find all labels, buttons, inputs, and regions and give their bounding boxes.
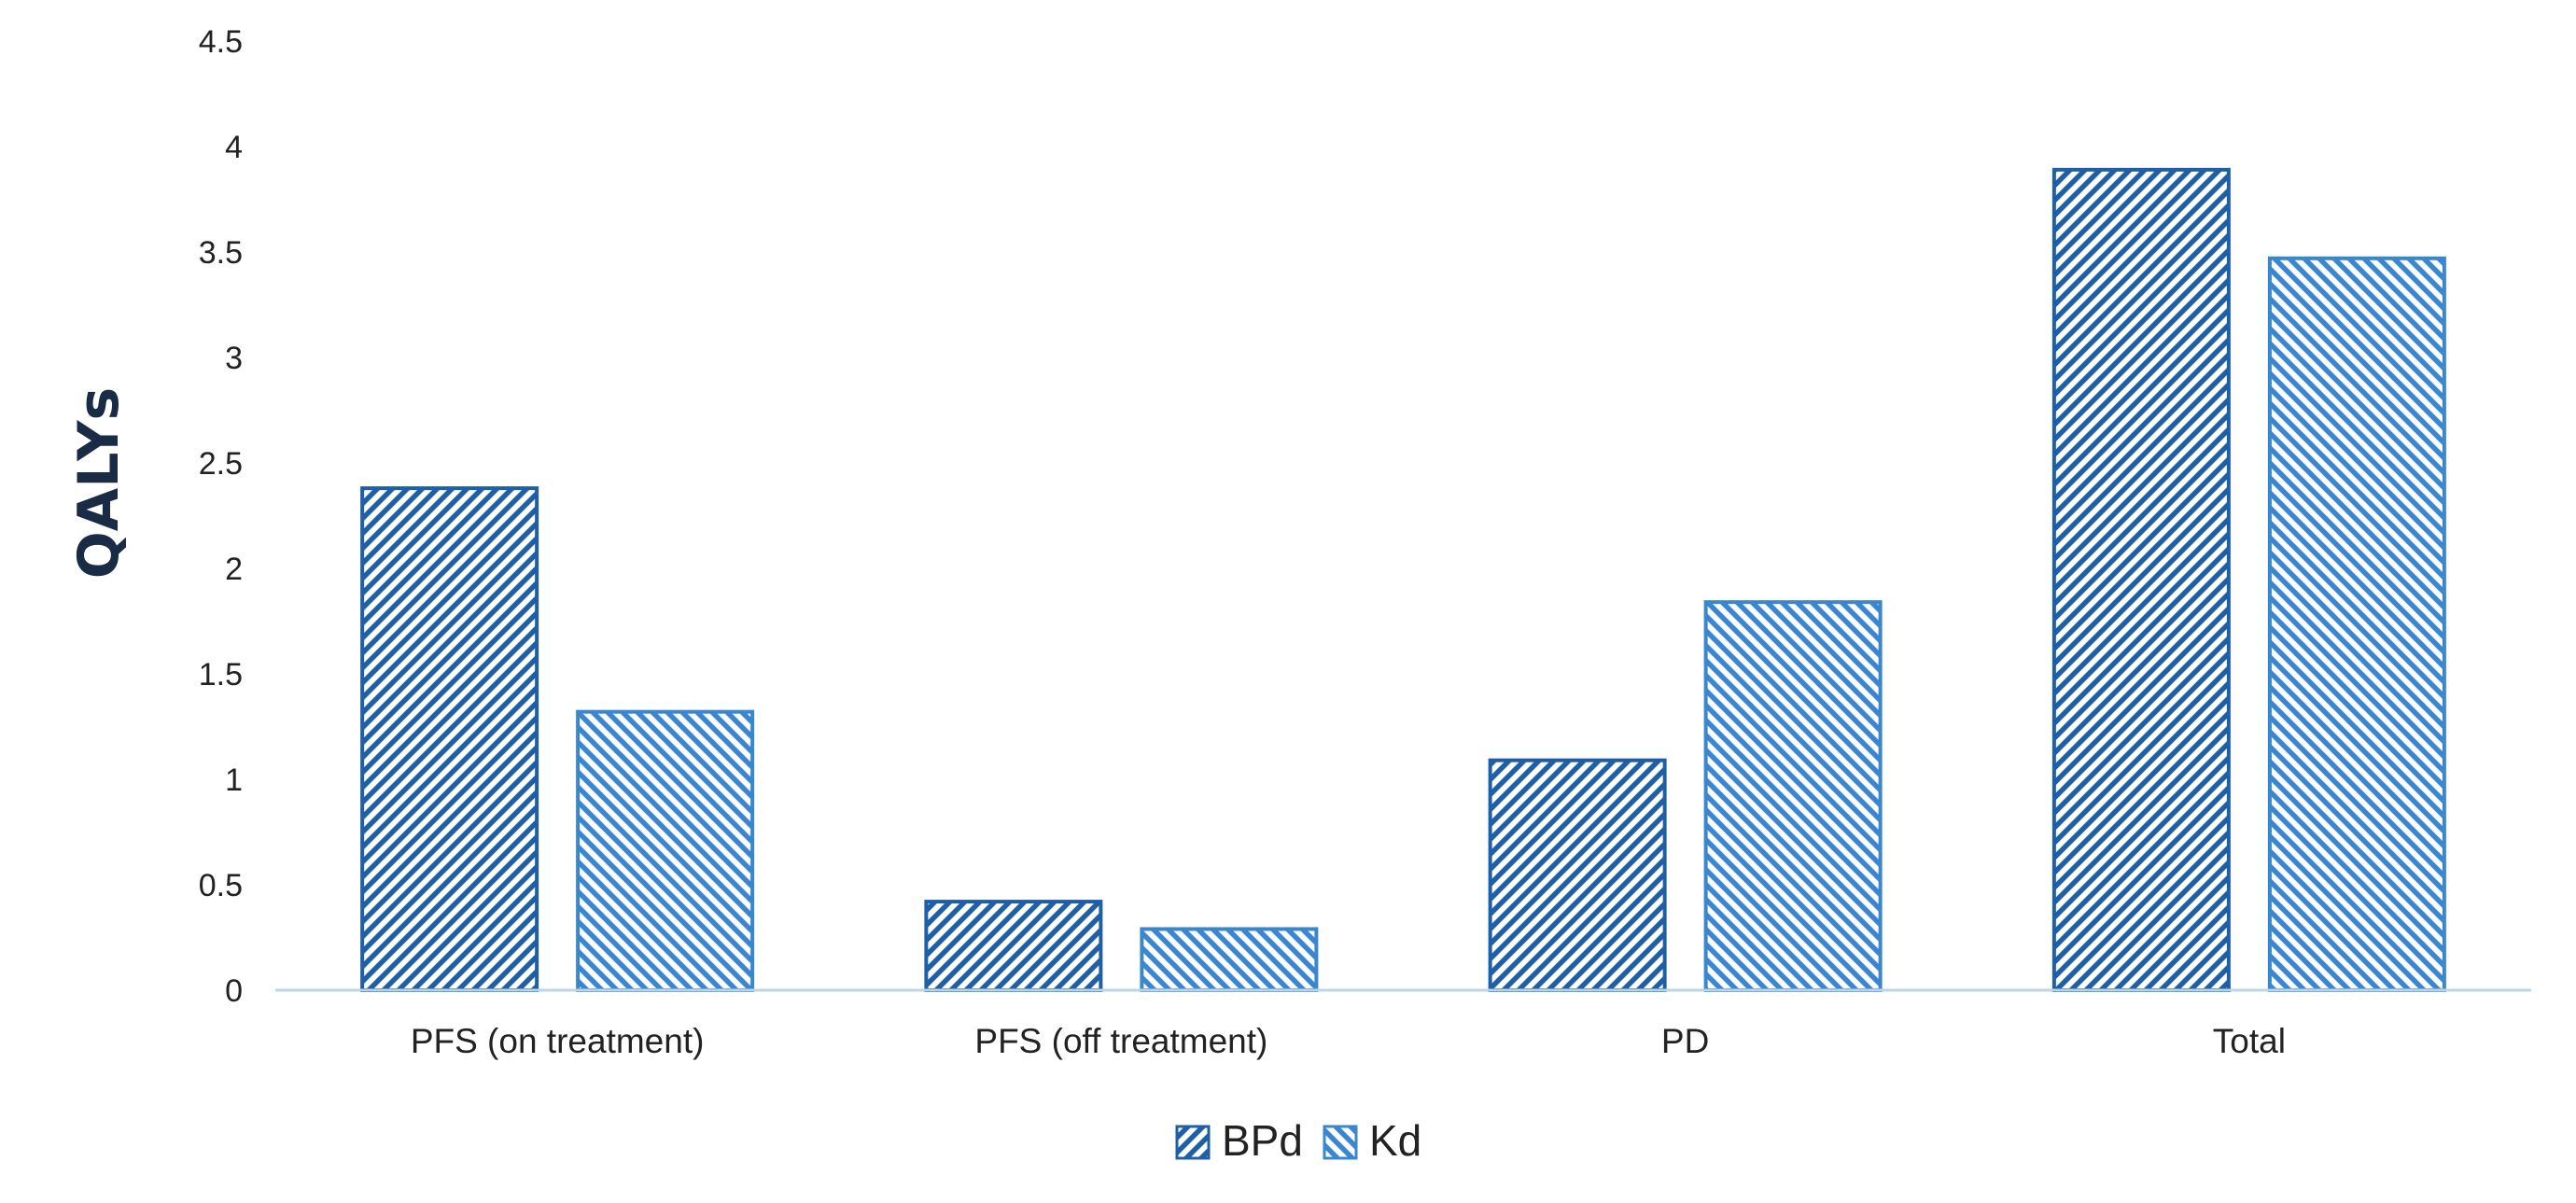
- y-tick-label: 3.5: [199, 235, 243, 271]
- y-axis-title: QALYs: [66, 387, 132, 580]
- bar-kd-1: [1140, 927, 1319, 993]
- legend-swatch-kd: [1323, 1125, 1358, 1160]
- y-axis: 0 0.5 1 1.5 2 2.5 3 3.5 4 4.5 QALYs: [66, 24, 243, 1009]
- bar-kd-3: [2267, 256, 2446, 992]
- bar-kd-2: [1703, 600, 1883, 992]
- y-tick-label: 1.5: [199, 657, 243, 692]
- x-category-label: PFS (off treatment): [974, 1022, 1267, 1060]
- x-category-label: PD: [1661, 1022, 1709, 1060]
- legend-swatch-bpd: [1175, 1125, 1211, 1160]
- x-category-label: Total: [2213, 1022, 2286, 1060]
- y-tick-label: 3: [225, 341, 243, 376]
- x-category-label: PFS (on treatment): [411, 1022, 705, 1060]
- bar-kd-0: [576, 709, 755, 992]
- y-tick-label: 1: [225, 762, 243, 798]
- y-tick-label: 4: [225, 130, 243, 165]
- bar-bpd-1: [924, 900, 1103, 993]
- y-tick-label: 0.5: [199, 868, 243, 903]
- bar-bpd-2: [1488, 758, 1667, 992]
- bars: [360, 167, 2446, 993]
- y-tick-label: 0: [225, 973, 243, 1009]
- x-axis: PFS (on treatment) PFS (off treatment) PD T…: [275, 988, 2531, 1060]
- legend-label-kd: Kd: [1369, 1116, 1421, 1165]
- bar-bpd-3: [2051, 167, 2231, 993]
- y-tick-label: 2: [225, 552, 243, 587]
- legend-label-bpd: BPd: [1222, 1116, 1303, 1165]
- y-tick-label: 2.5: [199, 446, 243, 482]
- y-tick-label: 4.5: [199, 24, 243, 60]
- bar-bpd-0: [360, 486, 539, 992]
- legend: BPd Kd: [1175, 1116, 1421, 1165]
